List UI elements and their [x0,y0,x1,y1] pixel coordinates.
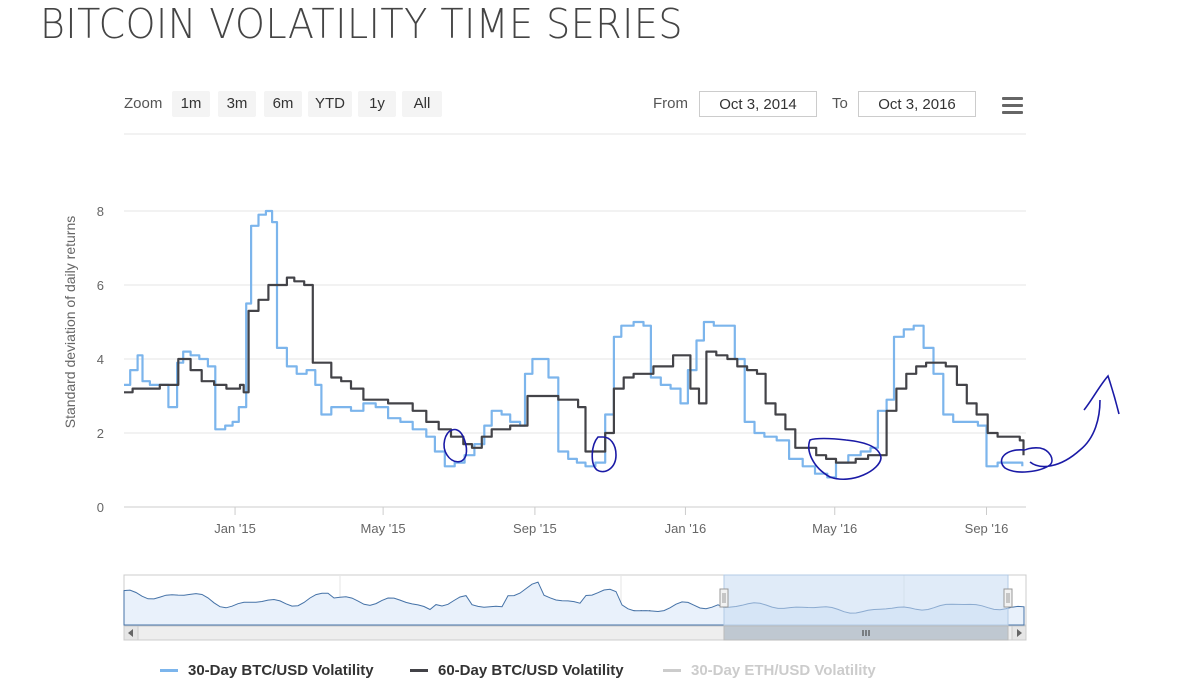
legend-label-btc60: 60-Day BTC/USD Volatility [438,662,624,679]
zoom-label: Zoom [124,95,163,112]
grip-icon [862,630,870,636]
legend-label-btc30: 30-Day BTC/USD Volatility [188,662,374,679]
annotation-circle-2 [591,436,617,473]
x-tick-label: May '15 [361,521,406,536]
navigator-right-handle[interactable] [1003,588,1013,608]
range-from-input[interactable]: Oct 3, 2014 [699,91,817,117]
y-tick-label: 0 [97,500,104,515]
zoom-1y-button[interactable]: 1y [358,91,396,117]
zoom-3m-button[interactable]: 3m [218,91,256,117]
hand-annotations [443,374,1120,481]
legend-btc60[interactable]: 60-Day BTC/USD Volatility [410,662,624,679]
navigator-left-handle[interactable] [719,588,729,608]
x-tick-label: Jan '15 [214,521,256,536]
y-tick-label: 4 [97,352,104,367]
x-tick-label: May '16 [812,521,857,536]
y-axis-ticks: 0 2 4 6 8 [97,204,104,515]
y-axis-title: Standard deviation of daily returns [62,216,78,428]
x-tick-label: Sep '15 [513,521,557,536]
y-tick-label: 2 [97,426,104,441]
y-tick-label: 8 [97,204,104,219]
navigator-selection[interactable] [723,574,1009,626]
range-to-label: To [832,95,848,112]
annotation-arrow-head [1083,374,1120,415]
arrow-right-icon [1017,629,1022,637]
x-tick-label: Jan '16 [665,521,707,536]
series-btc30-line [124,209,1024,479]
series-lines [124,209,1025,479]
arrow-left-icon [128,629,133,637]
zoom-1m-button[interactable]: 1m [172,91,210,117]
legend-swatch-btc30 [160,669,178,672]
x-tick-label: Sep '16 [965,521,1009,536]
annotation-circle-1 [443,428,468,463]
legend-btc30[interactable]: 30-Day BTC/USD Volatility [160,662,374,679]
zoom-all-button[interactable]: All [402,91,442,117]
range-from-label: From [653,95,688,112]
legend-label-eth30: 30-Day ETH/USD Volatility [691,662,876,679]
range-to-input[interactable]: Oct 3, 2016 [858,91,976,117]
page-title: BITCOIN VOLATILITY TIME SERIES [40,0,684,48]
zoom-6m-button[interactable]: 6m [264,91,302,117]
x-axis-ticks: Jan '15 May '15 Sep '15 Jan '16 May '16 Sep '… [214,507,1008,536]
series-btc60-line [124,276,1025,464]
annotation-loop-4 [1000,399,1101,473]
legend-eth30[interactable]: 30-Day ETH/USD Volatility [663,662,876,679]
legend-swatch-btc60 [410,669,428,672]
hamburger-menu-icon[interactable] [1002,97,1023,114]
legend-swatch-eth30 [663,669,681,672]
annotation-ellipse-3 [808,437,882,481]
y-tick-label: 6 [97,278,104,293]
zoom-ytd-button[interactable]: YTD [308,91,352,117]
grid-lines [124,210,1026,508]
